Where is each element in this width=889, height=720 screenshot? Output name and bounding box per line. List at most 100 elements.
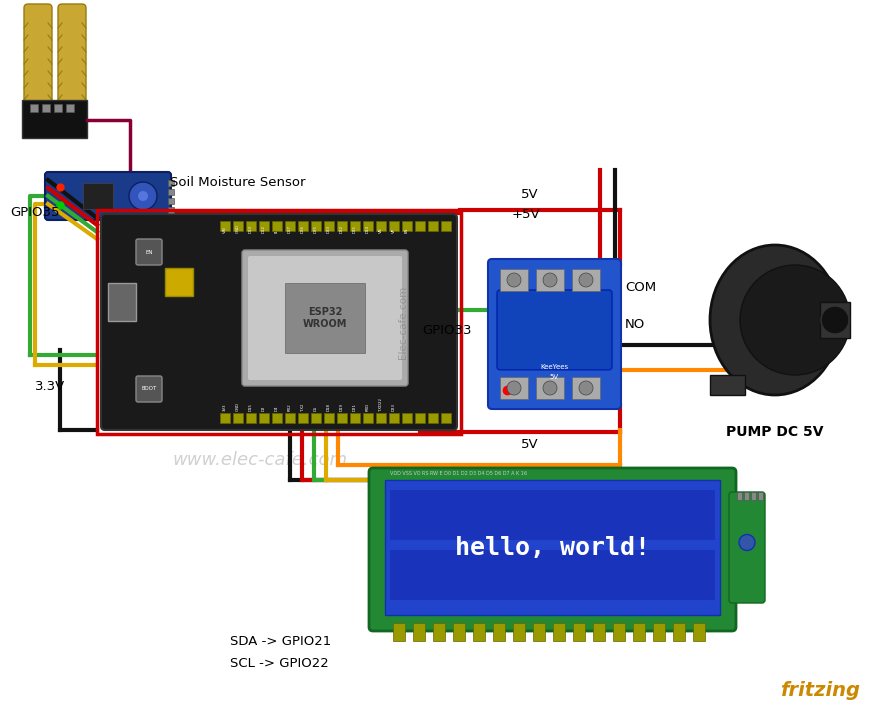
Text: D21: D21	[353, 403, 357, 411]
Bar	[500, 377, 528, 399]
Bar	[536, 269, 564, 291]
Bar	[42, 104, 50, 112]
Bar	[402, 221, 412, 231]
Circle shape	[579, 381, 593, 395]
Bar	[246, 413, 256, 423]
Bar	[572, 269, 600, 291]
Bar	[285, 221, 295, 231]
Text: SDA -> GPIO21: SDA -> GPIO21	[230, 635, 332, 648]
Text: Elec-cafe.com: Elec-cafe.com	[398, 285, 408, 359]
Text: fritzing: fritzing	[780, 681, 860, 700]
FancyBboxPatch shape	[369, 468, 736, 631]
FancyBboxPatch shape	[58, 4, 86, 127]
Text: KeeYees: KeeYees	[541, 364, 569, 370]
Text: D4: D4	[275, 405, 279, 411]
Bar	[758, 492, 763, 500]
FancyBboxPatch shape	[45, 172, 171, 220]
Text: 5V: 5V	[521, 438, 539, 451]
FancyBboxPatch shape	[488, 259, 621, 409]
Text: NO: NO	[625, 318, 645, 331]
Bar	[441, 221, 451, 231]
Bar	[108, 283, 136, 321]
FancyBboxPatch shape	[729, 492, 765, 603]
Bar	[572, 377, 600, 399]
Bar	[350, 413, 360, 423]
Bar	[337, 221, 347, 231]
Bar	[233, 221, 243, 231]
FancyBboxPatch shape	[242, 250, 408, 386]
Text: D32: D32	[340, 225, 344, 233]
Text: ESP32
WROOM: ESP32 WROOM	[303, 307, 348, 329]
Text: D18: D18	[327, 403, 331, 411]
Text: RX2: RX2	[288, 403, 292, 411]
Bar	[573, 623, 585, 641]
Bar	[493, 623, 505, 641]
Text: D5: D5	[314, 405, 318, 411]
Bar	[389, 221, 399, 231]
Bar	[533, 623, 545, 641]
Bar	[415, 221, 425, 231]
Text: COM: COM	[625, 281, 656, 294]
Bar	[298, 221, 308, 231]
Text: VP: VP	[392, 228, 396, 233]
FancyBboxPatch shape	[248, 256, 402, 380]
Bar	[453, 623, 465, 641]
Bar	[246, 221, 256, 231]
Bar	[413, 623, 425, 641]
Bar	[633, 623, 645, 641]
Bar	[337, 413, 347, 423]
Circle shape	[138, 191, 148, 201]
Bar	[324, 413, 334, 423]
Circle shape	[821, 306, 849, 334]
Bar	[259, 221, 269, 231]
Bar	[613, 623, 625, 641]
Text: SCL -> GPIO22: SCL -> GPIO22	[230, 657, 329, 670]
Text: VDD VSS VO RS RW E D0 D1 D2 D3 D4 D5 D6 D7 A K 16: VDD VSS VO RS RW E D0 D1 D2 D3 D4 D5 D6 …	[390, 471, 527, 476]
Bar	[553, 623, 565, 641]
Bar	[272, 413, 282, 423]
Text: D15: D15	[249, 403, 253, 411]
Bar	[393, 623, 405, 641]
Bar	[259, 413, 269, 423]
Bar	[54, 104, 62, 112]
Bar	[513, 623, 525, 641]
Bar	[385, 480, 720, 615]
Bar	[311, 413, 321, 423]
Bar	[285, 413, 295, 423]
Circle shape	[507, 381, 521, 395]
Bar	[428, 413, 438, 423]
Text: 3.3V: 3.3V	[35, 379, 65, 392]
Circle shape	[739, 534, 755, 551]
Circle shape	[543, 273, 557, 287]
Text: 5V: 5V	[521, 188, 539, 201]
FancyBboxPatch shape	[24, 4, 52, 127]
Bar	[83, 183, 113, 209]
Text: D27: D27	[288, 225, 292, 233]
Bar	[168, 198, 174, 204]
Bar	[653, 623, 665, 641]
Bar	[168, 180, 174, 186]
Bar	[428, 221, 438, 231]
Text: EN: EN	[405, 228, 409, 233]
Bar	[363, 221, 373, 231]
Bar	[500, 269, 528, 291]
Text: 3V3: 3V3	[223, 403, 227, 411]
Bar	[673, 623, 685, 641]
Text: TX2: TX2	[301, 403, 305, 411]
Text: VN: VN	[379, 228, 383, 233]
Circle shape	[543, 381, 557, 395]
Bar	[593, 623, 605, 641]
FancyBboxPatch shape	[136, 376, 162, 402]
Bar	[376, 413, 386, 423]
Text: I4: I4	[275, 230, 279, 233]
Circle shape	[129, 182, 157, 210]
Bar	[433, 623, 445, 641]
Text: D33: D33	[327, 225, 331, 233]
Bar	[350, 221, 360, 231]
Bar	[97, 210, 461, 434]
FancyBboxPatch shape	[497, 290, 612, 370]
Text: D19: D19	[340, 403, 344, 411]
Bar	[66, 104, 74, 112]
Bar	[272, 221, 282, 231]
Text: hello, world!: hello, world!	[455, 536, 650, 559]
